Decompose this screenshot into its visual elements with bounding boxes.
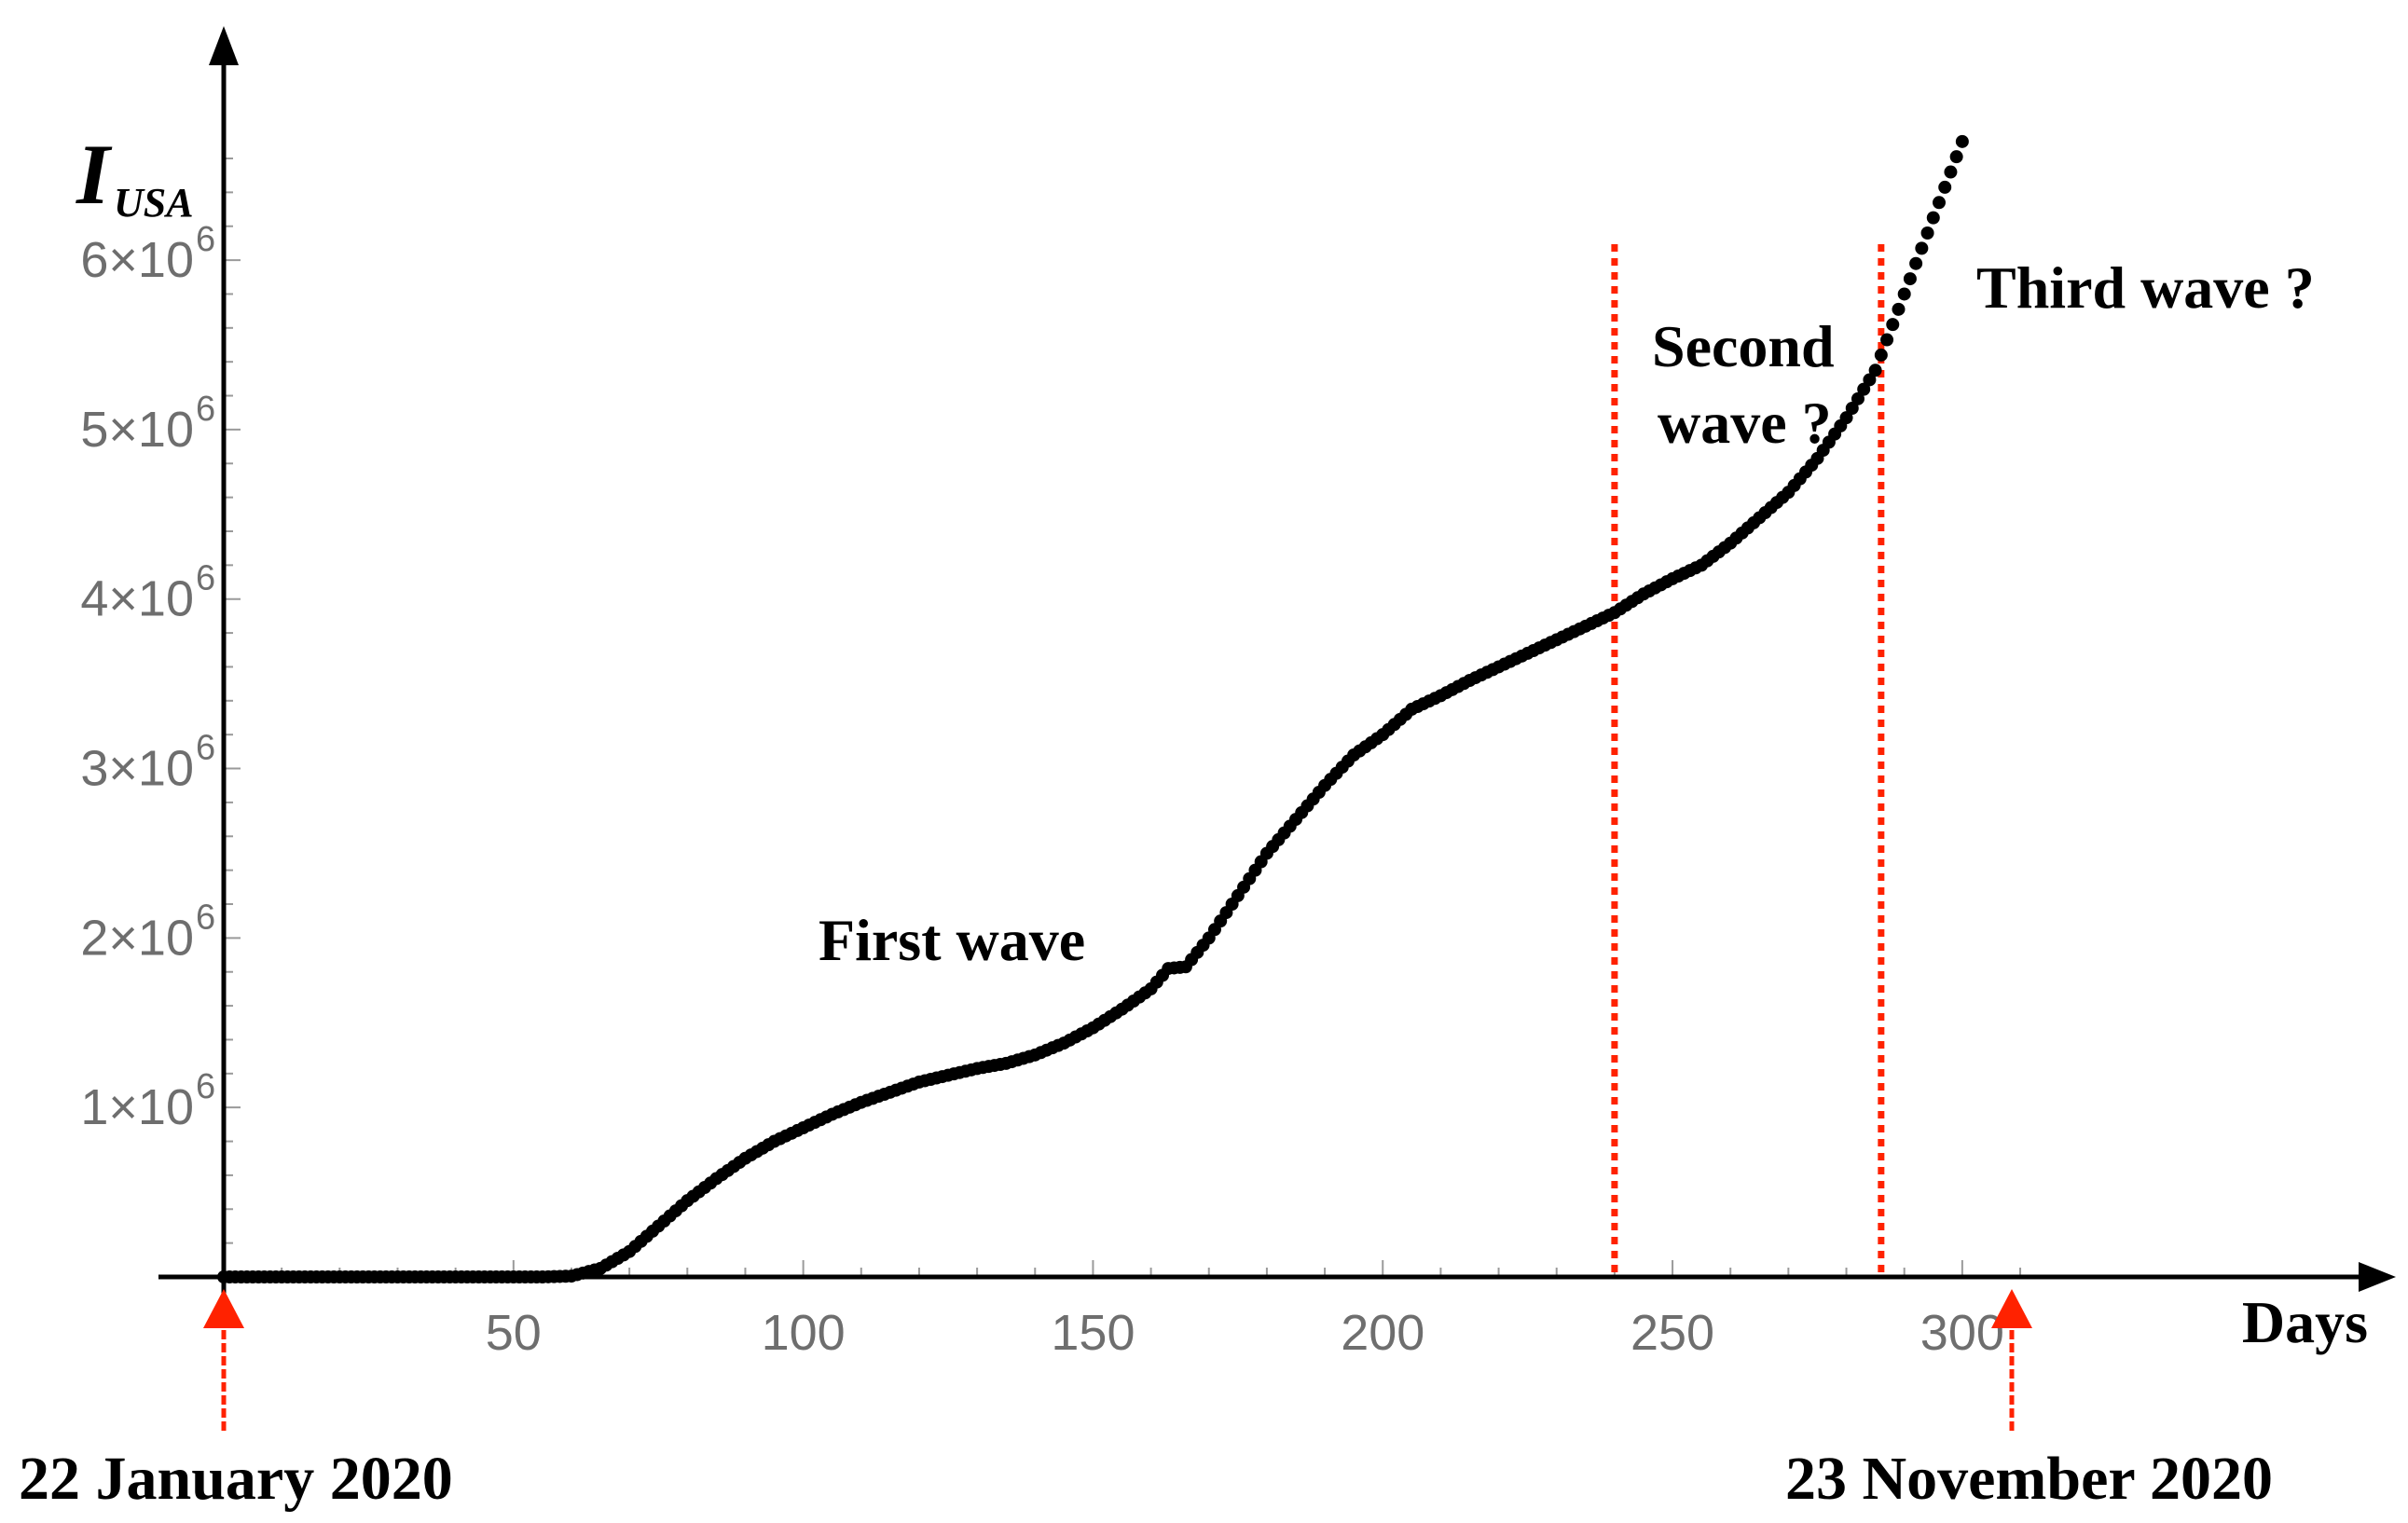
data-point [1880, 333, 1894, 347]
data-point [1857, 382, 1871, 396]
data-point [1915, 241, 1929, 255]
data-point [1955, 134, 1969, 148]
data-points [217, 134, 1969, 1283]
data-point [1851, 391, 1864, 405]
date-arrow-head [203, 1289, 244, 1328]
x-tick-label: 50 [486, 1305, 542, 1361]
y-tick-exponent: 6 [196, 220, 215, 259]
date-marker-label: 22 January 2020 [19, 1445, 453, 1513]
data-point [1909, 256, 1923, 270]
wave-divider-lines [1611, 244, 1885, 1275]
y-axis-label-subscript: USA [114, 180, 194, 226]
x-axis-arrowhead [2359, 1262, 2396, 1292]
y-tick-exponent: 6 [196, 390, 215, 429]
data-point [1920, 226, 1934, 240]
x-tick-label: 200 [1341, 1305, 1424, 1361]
data-point [1949, 150, 1963, 164]
x-axis-label: Days [2242, 1289, 2368, 1355]
y-tick-label: 1×10 [80, 1079, 194, 1135]
data-point [1933, 196, 1946, 210]
y-tick-exponent: 6 [196, 729, 215, 768]
y-tick-exponent: 6 [196, 559, 215, 598]
y-tick-label: 5×10 [80, 402, 194, 458]
y-tick-exponent: 6 [196, 1067, 215, 1106]
y-axis-arrowhead [209, 26, 239, 65]
data-point [1897, 287, 1911, 301]
x-tick-label: 300 [1920, 1305, 2004, 1361]
data-point [1886, 318, 1900, 332]
axes [158, 26, 2396, 1296]
x-tick-label: 250 [1631, 1305, 1714, 1361]
data-point [1839, 411, 1853, 425]
y-tick-label: 2×10 [80, 910, 194, 966]
date-marker-label: 23 November 2020 [1785, 1445, 2273, 1513]
wave-annotation: Second [1652, 313, 1835, 379]
data-point [1863, 373, 1877, 387]
y-axis-label: I [76, 127, 113, 222]
x-tick-label: 150 [1051, 1305, 1135, 1361]
data-point [1926, 211, 1940, 225]
data-point [1892, 302, 1906, 316]
wave-annotation: Third wave ? [1976, 254, 2315, 321]
data-point [1845, 402, 1859, 415]
y-tick-label: 4×10 [80, 571, 194, 627]
data-point [1903, 272, 1917, 286]
wave-annotation: wave ? [1658, 390, 1832, 456]
data-point [1868, 364, 1882, 377]
date-arrow-head [1991, 1289, 2032, 1328]
x-tick-label: 100 [762, 1305, 846, 1361]
data-point [1938, 180, 1952, 194]
data-point [1944, 165, 1958, 179]
y-tick-label: 3×10 [80, 741, 194, 797]
y-tick-label: 6×10 [80, 232, 194, 288]
data-point [1874, 348, 1888, 362]
wave-annotation: First wave [819, 907, 1085, 973]
y-tick-exponent: 6 [196, 898, 215, 937]
